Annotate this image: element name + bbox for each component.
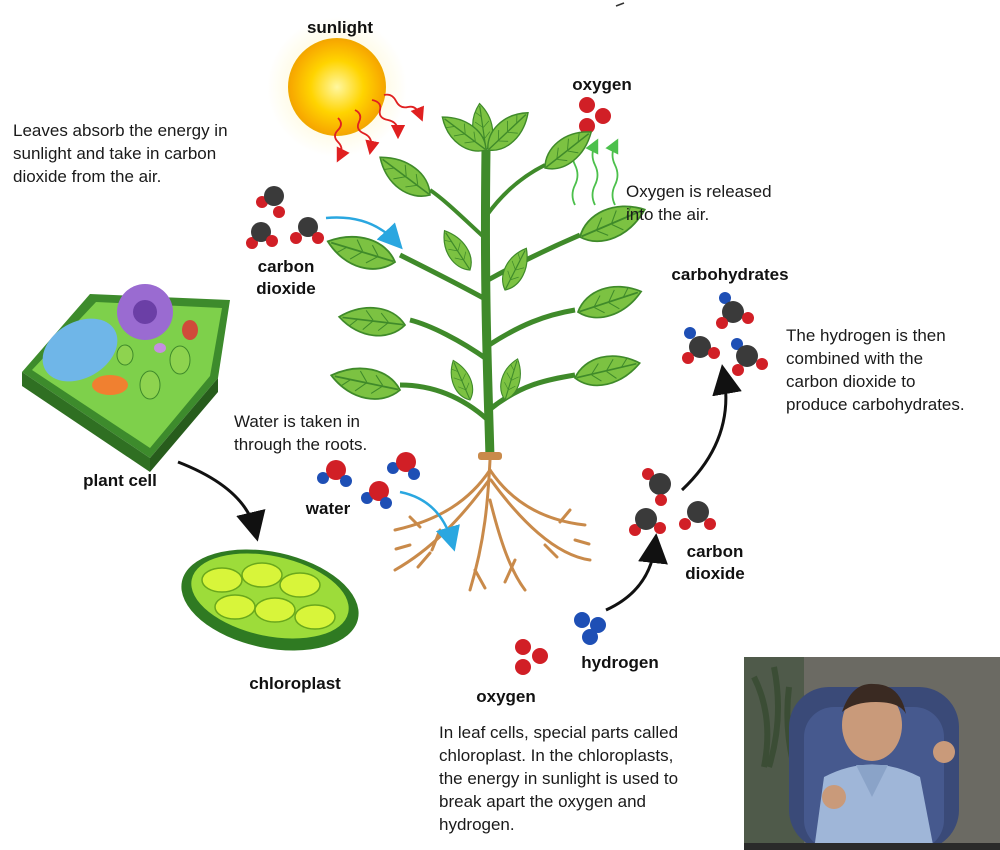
plant-cell-icon bbox=[22, 284, 230, 472]
oxygen-bottom-label: oxygen bbox=[476, 687, 536, 706]
carbon-dioxide-left-label: carbon dioxide bbox=[256, 257, 316, 298]
co2-intake-arrow bbox=[325, 216, 403, 250]
water-molecules-icon bbox=[317, 452, 420, 509]
carbohydrate-molecules-icon bbox=[682, 292, 768, 376]
chloroplast-icon bbox=[181, 549, 359, 651]
oxygen-molecule-bottom-icon bbox=[515, 639, 548, 675]
sun-icon bbox=[267, 17, 407, 157]
decorative-mark bbox=[615, 2, 625, 7]
oxygen-release-description: Oxygen is released into the air. bbox=[626, 182, 772, 224]
video-thumbnail[interactable] bbox=[744, 657, 1000, 850]
leaves-description: Leaves absorb the energy in sunlight and… bbox=[13, 121, 228, 186]
water-roots-description: Water is taken in through the roots. bbox=[234, 412, 368, 454]
carbon-dioxide-right-label: carbon dioxide bbox=[685, 542, 745, 583]
to-carbohydrates-arrow bbox=[680, 364, 742, 492]
sunlight-rays-icon bbox=[334, 93, 425, 163]
oxygen-top-label: oxygen bbox=[572, 75, 632, 94]
water-label: water bbox=[305, 499, 351, 518]
cell-to-chloroplast-arrow bbox=[177, 460, 266, 542]
hydrogen-molecule-icon bbox=[574, 612, 606, 645]
hydrogen-label: hydrogen bbox=[581, 653, 659, 672]
video-frame-image bbox=[744, 657, 1000, 850]
sunlight-label: sunlight bbox=[306, 18, 374, 37]
hydrogen-combine-description: The hydrogen is then combined with the c… bbox=[786, 326, 965, 414]
hydrogen-to-co2-arrow bbox=[605, 533, 668, 612]
carbon-dioxide-molecules-right-icon bbox=[629, 468, 716, 536]
carbon-dioxide-molecules-icon bbox=[246, 186, 324, 249]
water-intake-arrow bbox=[399, 490, 460, 552]
chloroplast-description: In leaf cells, special parts called chlo… bbox=[439, 723, 679, 834]
chloroplast-label: chloroplast bbox=[249, 674, 341, 693]
plant-roots-icon bbox=[393, 458, 592, 592]
carbohydrates-label: carbohydrates bbox=[671, 265, 789, 284]
plant-icon bbox=[322, 102, 652, 460]
oxygen-molecule-icon bbox=[579, 97, 611, 134]
plant-cell-label: plant cell bbox=[83, 471, 157, 490]
